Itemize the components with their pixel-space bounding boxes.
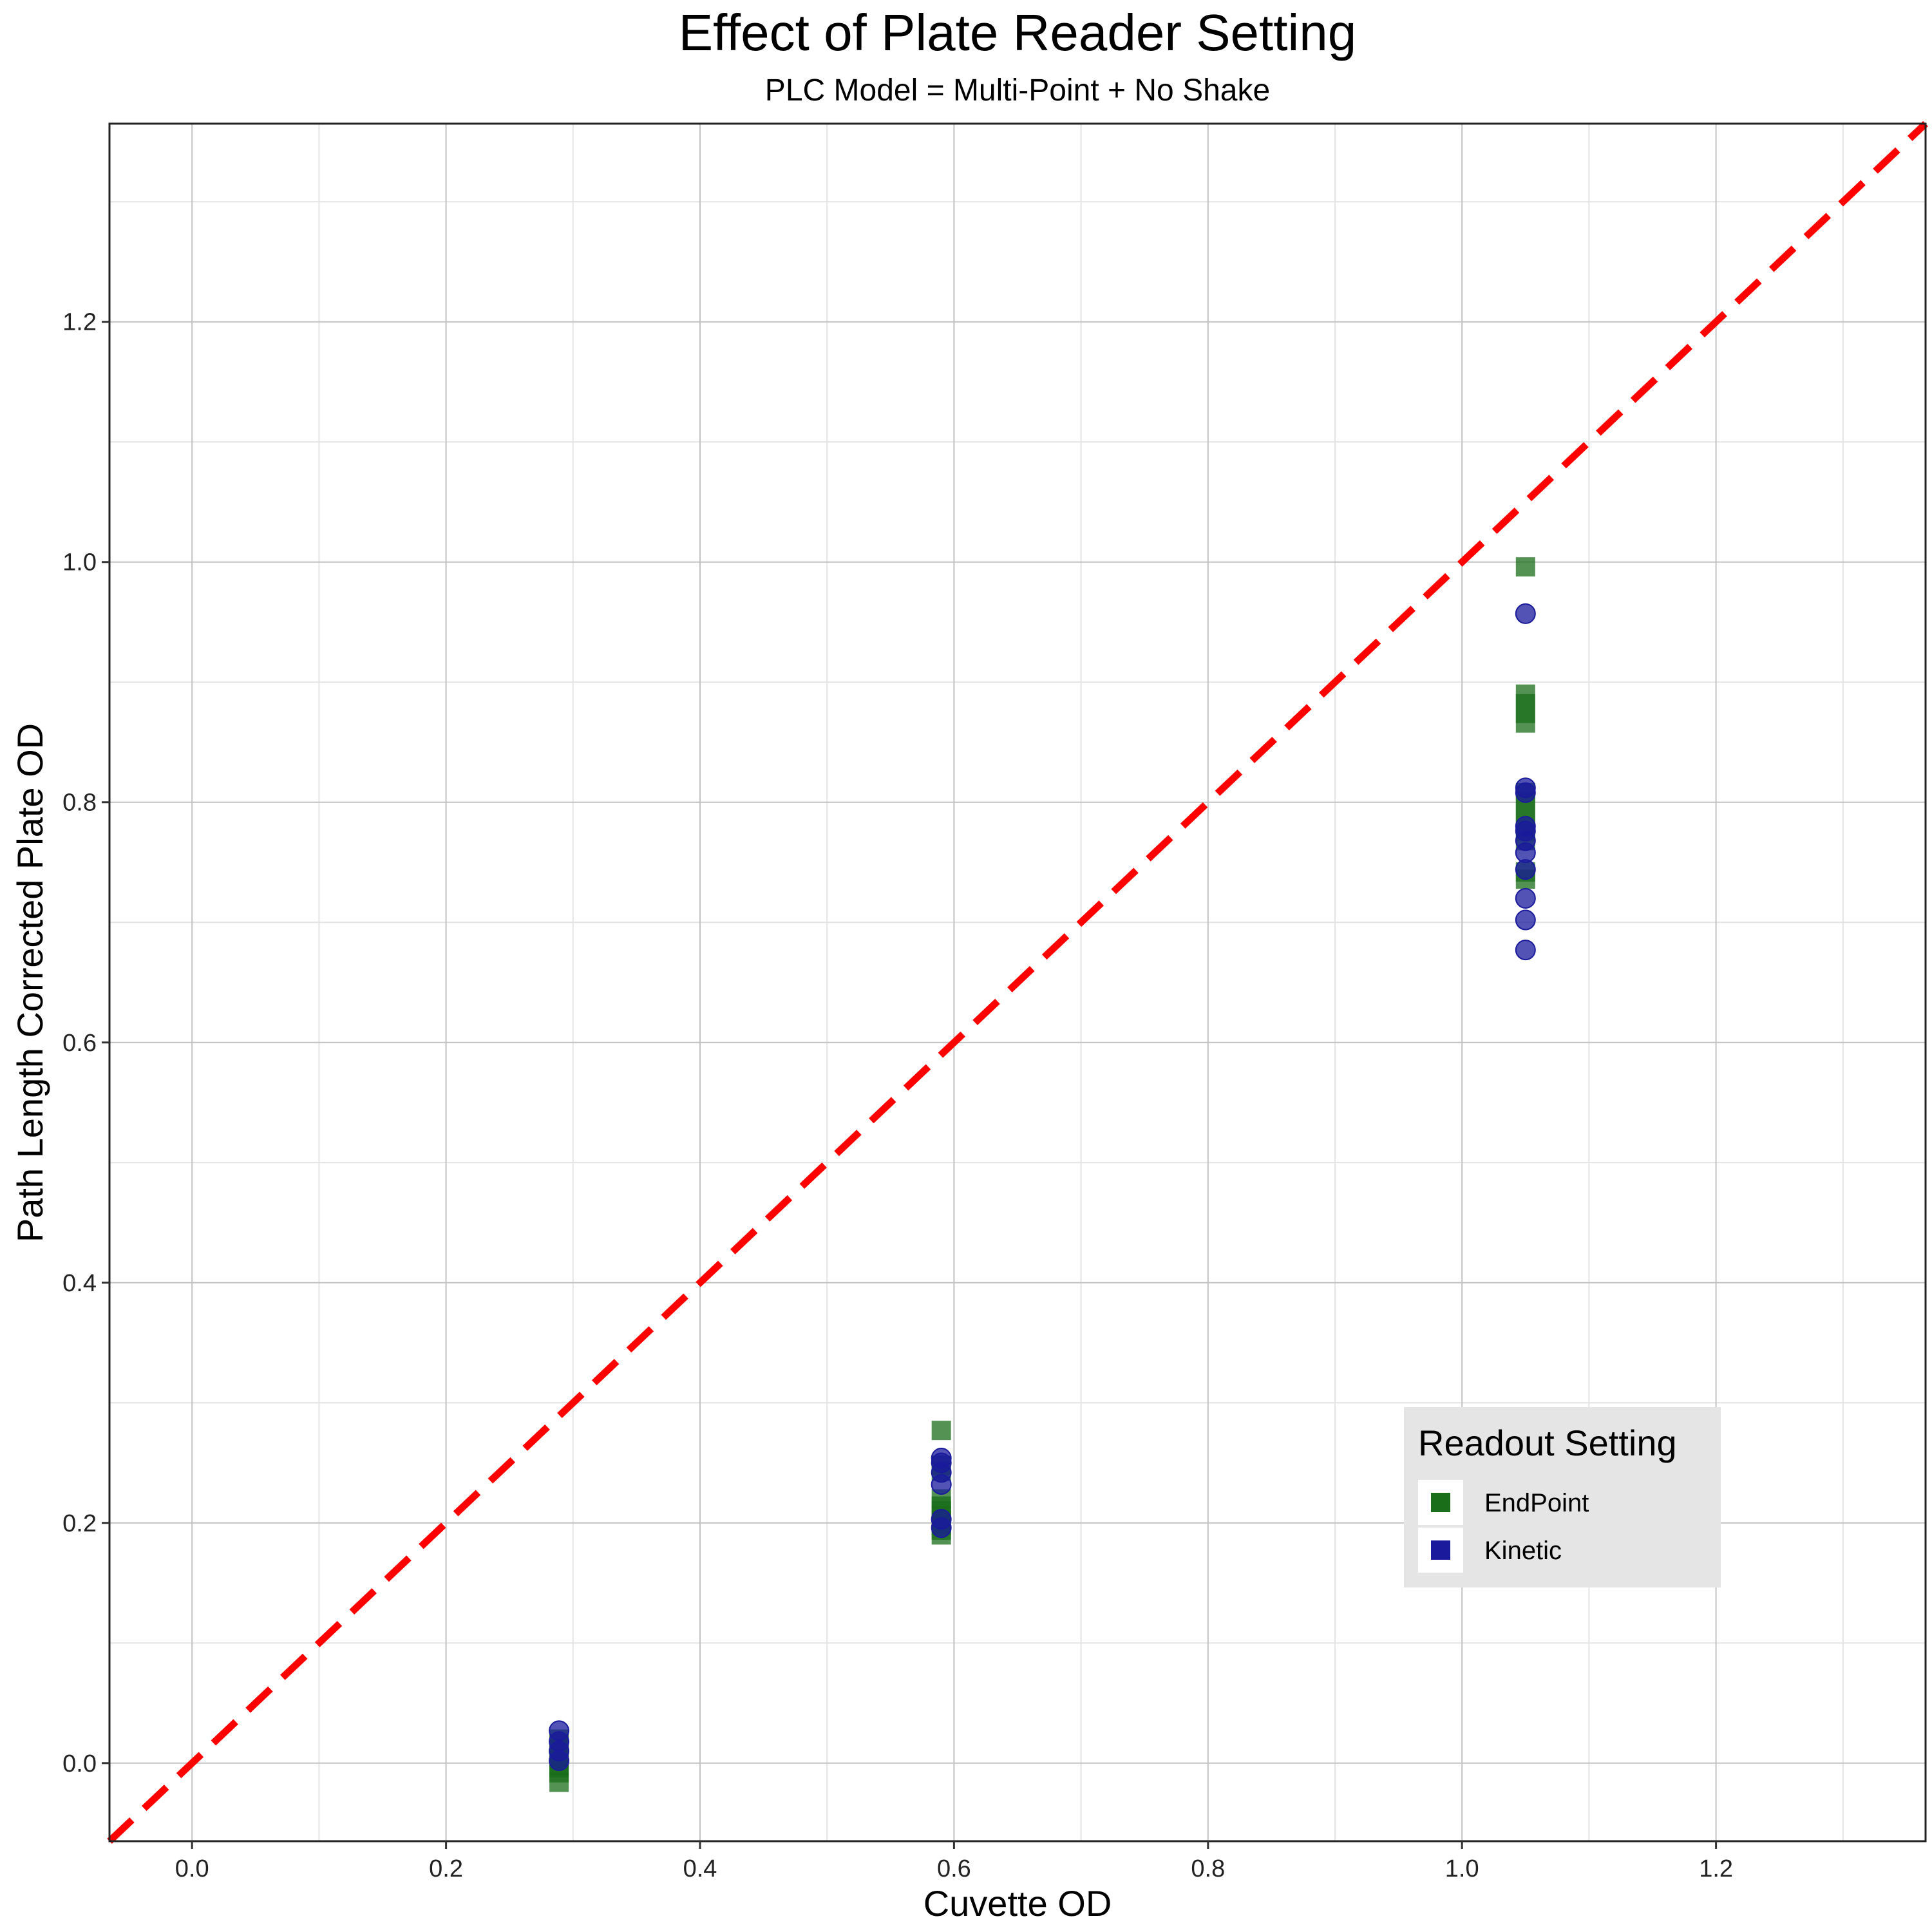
data-point-endpoint [931, 1421, 951, 1441]
data-point-endpoint [1515, 713, 1535, 733]
reference-line-layer [107, 121, 1928, 1844]
y-tick-label: 1.2 [62, 309, 97, 336]
plot-panel-border [108, 122, 1927, 1842]
chart-subtitle: PLC Model = Multi-Point + No Shake [765, 73, 1270, 108]
data-point-kinetic [1515, 603, 1536, 624]
x-tick-label: 0.8 [1191, 1855, 1225, 1882]
data-point-kinetic [1515, 782, 1536, 803]
series-kinetic [549, 603, 1536, 1772]
legend-title: Readout Setting [1418, 1423, 1677, 1463]
y-tick-label: 0.6 [62, 1030, 97, 1057]
legend-label-kinetic: Kinetic [1484, 1537, 1562, 1565]
y-tick-label: 0.8 [62, 790, 97, 817]
legend: Readout Setting EndPoint Kinetic [1404, 1407, 1721, 1587]
data-point-kinetic [931, 1517, 952, 1539]
y-tick-label: 0.0 [62, 1750, 97, 1777]
legend-key-kinetic-circle [1432, 1541, 1450, 1559]
x-axis-ticks: 0.0 0.2 0.4 0.6 0.8 1.0 1.2 [175, 1841, 1733, 1882]
data-point-endpoint [1515, 557, 1535, 577]
x-tick-label: 0.6 [937, 1855, 971, 1882]
x-axis-title: Cuvette OD [923, 1883, 1112, 1924]
x-tick-label: 1.2 [1699, 1855, 1733, 1882]
x-tick-label: 0.0 [175, 1855, 209, 1882]
data-point-kinetic [1515, 859, 1536, 880]
x-tick-label: 1.0 [1445, 1855, 1479, 1882]
chart-title: Effect of Plate Reader Setting [679, 4, 1357, 61]
y-axis-title: Path Length Corrected Plate OD [10, 723, 50, 1242]
series-endpoint [549, 557, 1535, 1792]
data-point-kinetic [931, 1474, 952, 1495]
points-layer [549, 557, 1536, 1792]
data-point-kinetic [549, 1750, 570, 1772]
data-point-kinetic [1515, 940, 1536, 961]
grid-minor [109, 124, 1926, 1841]
data-point-kinetic [1515, 887, 1536, 909]
x-tick-label: 0.4 [683, 1855, 717, 1882]
x-tick-label: 0.2 [429, 1855, 463, 1882]
data-point-kinetic [1515, 909, 1536, 931]
identity-reference-line [107, 121, 1928, 1844]
y-tick-label: 1.0 [62, 549, 97, 576]
legend-label-endpoint: EndPoint [1484, 1489, 1589, 1517]
y-tick-label: 0.2 [62, 1510, 97, 1537]
y-tick-label: 0.4 [62, 1270, 97, 1297]
y-axis-ticks: 0.0 0.2 0.4 0.6 0.8 1.0 1.2 [62, 309, 109, 1777]
legend-key-endpoint-circle [1432, 1493, 1450, 1511]
